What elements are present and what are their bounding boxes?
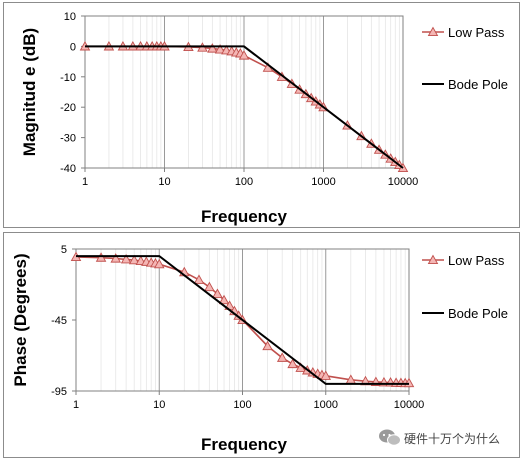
y-tick-label: -20 xyxy=(60,102,76,114)
x-tick-label: 10000 xyxy=(388,176,419,188)
legend-label-1: Bode Pole xyxy=(448,306,508,321)
y-tick-label: -45 xyxy=(51,315,67,327)
x-tick-label: 1000 xyxy=(311,176,335,188)
legend-marker xyxy=(427,26,439,37)
data-point xyxy=(262,340,273,351)
data-point xyxy=(193,274,205,284)
x-tick-label: 10000 xyxy=(394,399,425,411)
legend-label-1: Bode Pole xyxy=(448,77,508,92)
x-tick-label: 10 xyxy=(153,399,165,411)
x-tick-label: 1 xyxy=(73,399,79,411)
data-point xyxy=(287,358,298,369)
y-axis-title: Phase (Degrees) xyxy=(11,253,30,386)
x-tick-label: 100 xyxy=(233,399,251,411)
y-tick-label: 5 xyxy=(61,244,67,256)
data-point xyxy=(110,253,121,263)
y-tick-label: -10 xyxy=(60,72,76,84)
data-point xyxy=(95,252,107,262)
wechat-icon xyxy=(379,429,401,446)
series-line-1 xyxy=(76,255,409,385)
legend-label-0: Low Pass xyxy=(448,253,505,268)
data-point xyxy=(218,294,230,305)
watermark: 硬件十万个为什么 xyxy=(378,427,518,449)
x-tick-label: 1000 xyxy=(314,399,338,411)
data-point xyxy=(120,253,132,264)
plot-area xyxy=(75,248,410,392)
y-tick-label: -30 xyxy=(60,133,76,145)
series-line-1 xyxy=(85,45,404,169)
y-axis-title: Magnitud e (dB) xyxy=(20,28,39,156)
x-tick-label: 1 xyxy=(82,176,88,188)
data-point xyxy=(238,50,250,60)
data-point xyxy=(212,288,223,298)
y-tick-label: -40 xyxy=(60,163,76,175)
magnitude-chart-panel: 1 10 100 1000 10000 10 0 -10 -20 -30 -40 Low Pass Bo… xyxy=(3,2,520,228)
data-point xyxy=(320,370,332,380)
plot-area xyxy=(84,15,404,169)
x-tick-label: 10 xyxy=(158,176,170,188)
y-tick-label: 0 xyxy=(70,41,76,53)
y-tick-label: 10 xyxy=(64,11,76,23)
x-axis-title: Frequency xyxy=(201,435,288,454)
phase-chart: 1 10 100 1000 10000 5 -45 -95 Low Pass Bode Pole F… xyxy=(11,244,508,454)
phase-chart-panel: 1 10 100 1000 10000 5 -45 -95 Low Pass Bode Pole F… xyxy=(3,232,520,458)
data-point xyxy=(128,254,140,265)
x-axis-title: Frequency xyxy=(201,207,288,226)
watermark-text: 硬件十万个为什么 xyxy=(404,432,501,446)
legend-marker xyxy=(427,254,439,265)
data-point xyxy=(204,281,215,292)
data-point xyxy=(276,352,288,362)
y-tick-label: -95 xyxy=(51,386,67,398)
data-point xyxy=(153,258,165,269)
x-tick-label: 100 xyxy=(235,176,253,188)
data-point xyxy=(214,44,226,54)
data-point xyxy=(207,43,218,53)
legend-label-0: Low Pass xyxy=(448,25,505,40)
